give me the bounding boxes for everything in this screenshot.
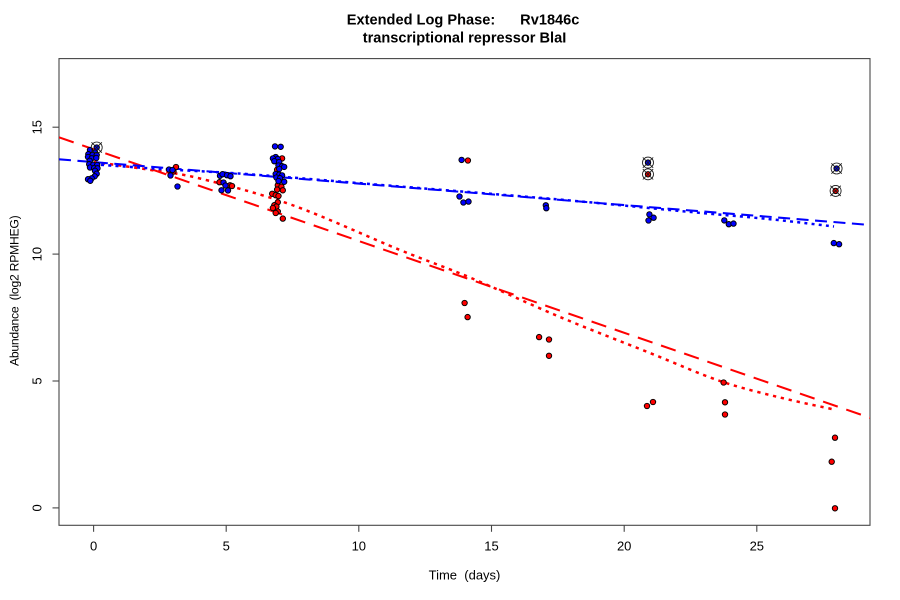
svg-text:Abundance (log2 RPMHEG): Abundance (log2 RPMHEG) xyxy=(8,215,22,366)
svg-text:0: 0 xyxy=(90,539,97,554)
svg-text:5: 5 xyxy=(30,377,45,384)
svg-text:Rv1846c: Rv1846c xyxy=(520,13,579,29)
svg-text:15: 15 xyxy=(484,539,498,554)
svg-text:10: 10 xyxy=(352,539,366,554)
svg-text:25: 25 xyxy=(750,539,764,554)
svg-text:transcriptional repressor BlaI: transcriptional repressor BlaI xyxy=(363,31,567,47)
svg-text:20: 20 xyxy=(617,539,631,554)
svg-text:0: 0 xyxy=(30,504,45,511)
svg-text:5: 5 xyxy=(223,539,230,554)
svg-text:Extended Log Phase:: Extended Log Phase: xyxy=(347,13,495,29)
svg-text:10: 10 xyxy=(30,247,45,261)
svg-text:Time (days): Time (days) xyxy=(429,568,501,583)
svg-text:15: 15 xyxy=(30,120,45,134)
